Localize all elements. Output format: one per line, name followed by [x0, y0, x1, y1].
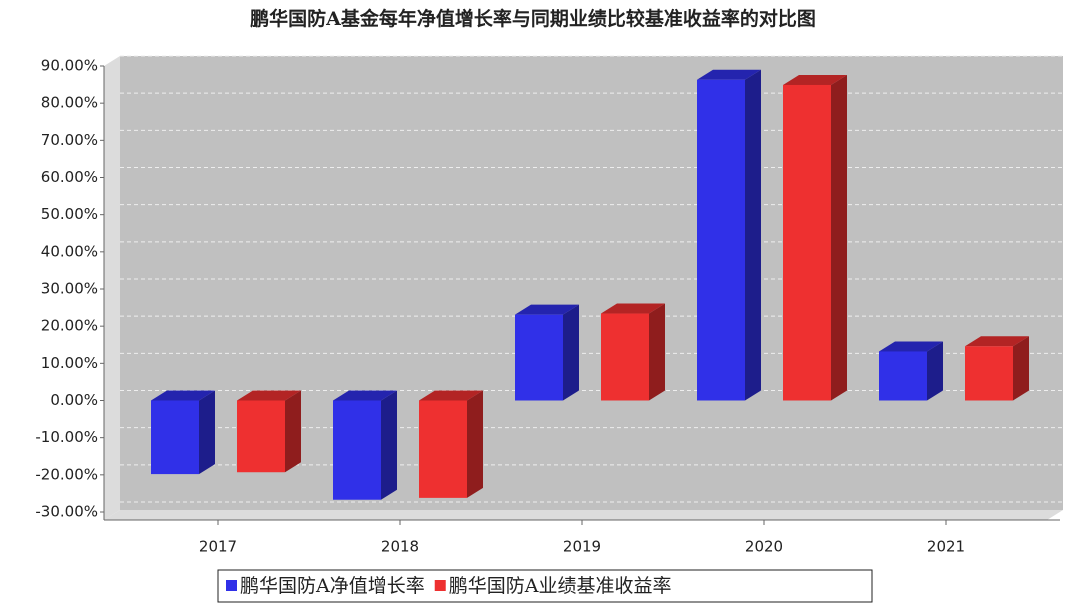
bar-top — [697, 69, 761, 80]
y-tick-label: 50.00% — [41, 205, 98, 223]
y-tick-label: 80.00% — [41, 94, 98, 112]
bar — [333, 400, 381, 500]
y-tick-label: 30.00% — [41, 280, 98, 298]
bar-side — [467, 390, 483, 498]
y-tick-label: -10.00% — [35, 428, 98, 446]
legend-label: 鹏华国防A净值增长率 — [240, 575, 425, 597]
side-wall — [104, 56, 120, 520]
bar-top — [601, 303, 665, 314]
bar — [151, 400, 199, 475]
bar-top — [333, 390, 397, 401]
legend-label: 鹏华国防A业绩基准收益率 — [449, 575, 672, 597]
bar — [601, 313, 649, 401]
floor — [104, 510, 1063, 520]
bar — [419, 400, 467, 498]
bar-top — [237, 390, 301, 401]
x-tick-label: 2020 — [745, 538, 783, 556]
bar-side — [831, 74, 847, 401]
bar — [697, 79, 745, 401]
y-tick-label: -20.00% — [35, 465, 98, 483]
x-tick-label: 2021 — [927, 538, 965, 556]
x-tick-label: 2017 — [199, 538, 237, 556]
bar-top — [515, 304, 579, 315]
bar-side — [381, 390, 397, 500]
bar-top — [965, 336, 1029, 347]
bar-side — [285, 390, 301, 473]
x-tick-label: 2018 — [381, 538, 419, 556]
bar-top — [419, 390, 483, 401]
bar — [965, 346, 1013, 401]
bar — [879, 351, 927, 401]
bar — [237, 400, 285, 473]
y-tick-label: 60.00% — [41, 168, 98, 186]
bar-side — [649, 303, 665, 401]
bar — [783, 84, 831, 401]
bar-side — [1013, 336, 1029, 401]
y-tick-label: 90.00% — [41, 57, 98, 75]
y-tick-label: 20.00% — [41, 317, 98, 335]
bar-side — [745, 69, 761, 401]
y-tick-label: 40.00% — [41, 242, 98, 260]
bar-top — [879, 341, 943, 352]
y-tick-label: 10.00% — [41, 354, 98, 372]
bar — [515, 314, 563, 401]
y-tick-label: 70.00% — [41, 131, 98, 149]
y-tick-label: -30.00% — [35, 503, 98, 521]
y-tick-label: 0.00% — [50, 391, 98, 409]
bar-top — [783, 74, 847, 85]
bar-side — [927, 341, 943, 401]
bar-side — [563, 304, 579, 401]
legend-swatch — [434, 580, 446, 591]
legend-swatch — [226, 580, 237, 591]
x-tick-label: 2019 — [563, 538, 601, 556]
bar-top — [151, 390, 215, 401]
chart-title: 鹏华国防A基金每年净值增长率与同期业绩比较基准收益率的对比图 — [250, 7, 816, 30]
legend — [217, 569, 873, 603]
bar-side — [199, 390, 215, 475]
